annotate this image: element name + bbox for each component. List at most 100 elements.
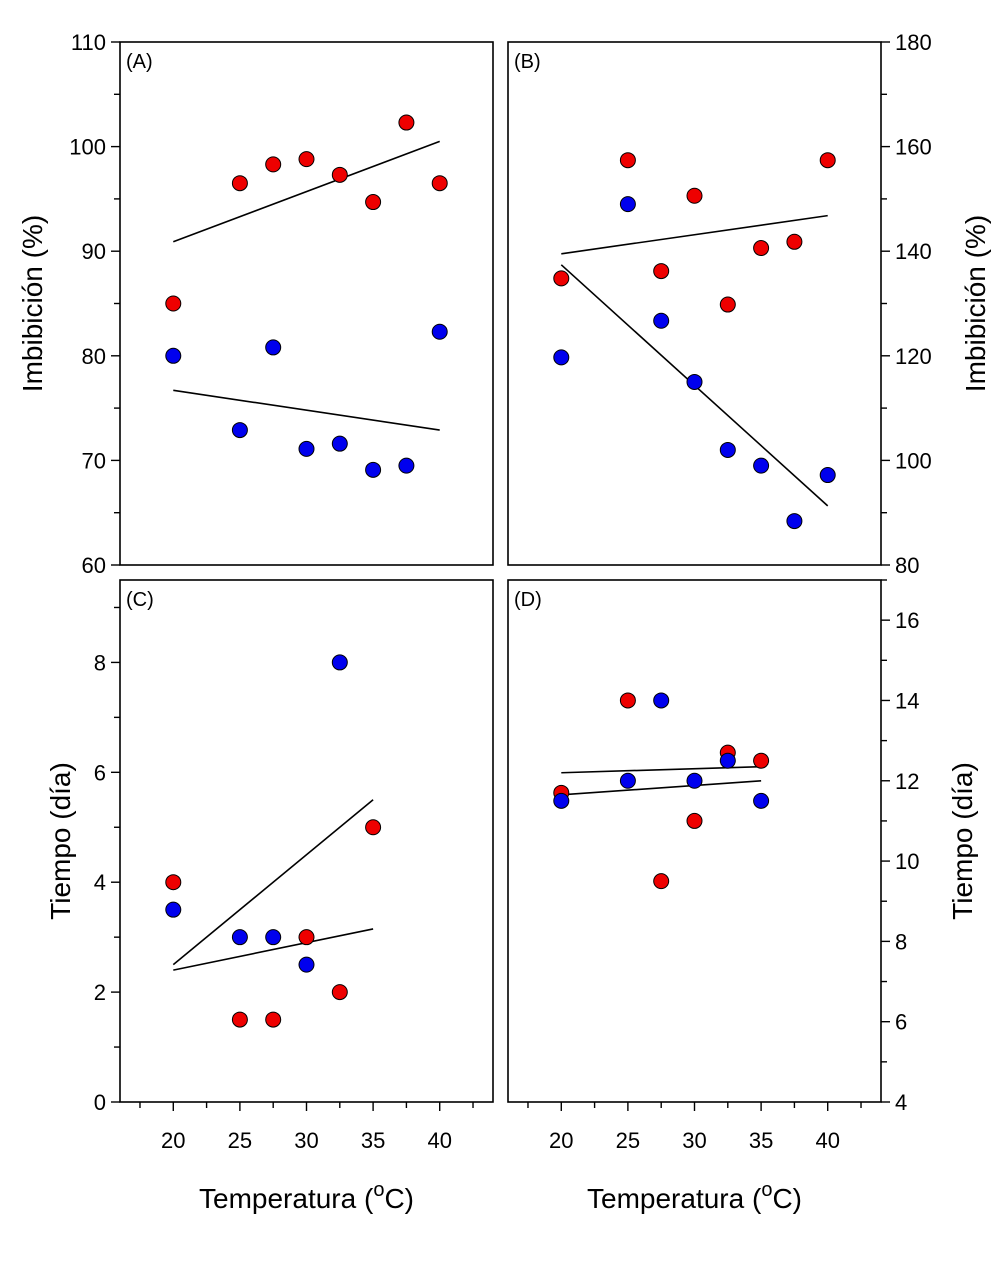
panel-c-ytick-label: 0 [94,1090,106,1115]
panel-c-ytick-label: 8 [94,650,106,675]
panel-c-blue-point [265,929,282,946]
panel-b: (B) 80 100 120 140 160 180 Imbibición (%) [507,30,991,578]
panel-b-blue-point [786,513,803,530]
xlabel-unit: C) [772,1183,802,1214]
panel-d-ytick-label: 14 [895,688,919,713]
panel-a-blue-point [398,457,415,474]
panel-d-ytick-label: 6 [895,1010,907,1035]
panel-a-ylabel: Imbibición (%) [17,215,48,392]
panel-b-red-point [719,296,736,313]
panel-c-ytick-label: 4 [94,870,106,895]
panel-b-red-point [786,233,803,250]
panel-a-red-point [265,156,282,173]
panel-b-red-point [619,152,636,169]
panel-a-blue-point [298,440,315,457]
panel-c-label: (C) [126,589,154,611]
panel-d-blue-point [619,772,636,789]
panel-a-blue-point [431,323,448,340]
panel-c-xtick-label: 40 [427,1128,451,1153]
panel-a-red-point [298,151,315,168]
panel-b-ytick-label: 160 [895,135,932,160]
panel-d-ytick-label: 12 [895,769,919,794]
panel-b-red-fit-line [561,214,828,255]
panel-a-red-point [398,114,415,131]
panel-a-red-point [431,175,448,192]
panel-c-ytick-label: 2 [94,980,106,1005]
panel-d: (D) 4 6 8 10 12 14 16 20 25 30 35 40 Temperatura (oC)… [507,579,978,1214]
panel-d-xtick-label: 30 [682,1128,706,1153]
panel-d-xtick-label: 35 [749,1128,773,1153]
panel-b-red-point [553,270,570,287]
panel-c-blue-fit-line [173,928,374,971]
panel-d-red-point [619,692,636,709]
panel-d-blue-point [719,752,736,769]
panel-b-blue-point [719,441,736,458]
panel-b-blue-point [819,467,836,484]
panel-b-red-point [753,240,770,257]
panel-c-frame [119,579,494,1103]
panel-d-red-point [686,812,703,829]
panel-a-red-point [231,175,248,192]
panel-d-ylabel: Tiempo (día) [947,762,978,920]
panel-a-blue-point [165,347,182,364]
panel-d-blue-fit-line [561,779,762,796]
panel-c-blue-point [298,956,315,973]
panel-d-blue-point [686,772,703,789]
panel-c-blue-point [231,929,248,946]
panel-d-red-point [653,873,670,890]
panel-d-xtick-label: 20 [549,1128,573,1153]
panel-a-ytick-label: 90 [82,239,106,264]
xlabel-text: Temperatura ( [587,1183,762,1214]
panel-b-ytick-label: 180 [895,30,932,55]
panel-c-red-point [298,929,315,946]
panel-c-red-point [165,874,182,891]
panel-c-red-point [231,1011,248,1028]
panel-a-red-fit-line [173,140,440,243]
panel-b-frame [507,41,882,566]
panel-a-red-point [165,295,182,312]
panel-b-ytick-label: 100 [895,448,932,473]
panel-a-blue-point [265,339,282,356]
panel-c-xlabel: Temperatura (oC) [199,1179,414,1214]
panel-a-red-point [365,194,382,211]
panel-c-xtick-label: 25 [228,1128,252,1153]
panel-a-ytick-label: 80 [82,344,106,369]
panel-b-red-point [819,152,836,169]
panel-c-xtick-label: 35 [361,1128,385,1153]
panel-b-blue-point [553,349,570,366]
panel-c-xtick-label: 20 [161,1128,185,1153]
panel-b-ytick-label: 120 [895,344,932,369]
panel-a-ytick-label: 70 [82,448,106,473]
panel-d-ytick-label: 10 [895,849,919,874]
panel-a-ytick-label: 100 [69,135,106,160]
panel-a-blue-fit-line [173,389,440,431]
panel-d-frame [507,579,882,1103]
panel-d-blue-point [653,692,670,709]
panel-c-ytick-label: 6 [94,760,106,785]
panel-d-blue-point [753,792,770,809]
panel-a-blue-point [331,435,348,452]
panel-a-label: (A) [126,51,153,73]
panel-b-blue-point [686,373,703,390]
panel-b-blue-point [653,312,670,329]
panel-c-blue-point [165,901,182,918]
xlabel-superscript: o [761,1179,772,1201]
panel-a: (A) 60 70 80 90 100 110 Imbibición (%) [17,30,494,578]
panel-b-red-point [653,263,670,280]
panel-b-ylabel: Imbibición (%) [960,215,991,392]
panel-d-blue-point [553,792,570,809]
panel-b-blue-point [753,457,770,474]
panel-d-label: (D) [514,589,542,611]
xlabel-text: Temperatura ( [199,1183,374,1214]
panel-b-label: (B) [514,51,541,73]
panel-d-ytick-label: 8 [895,929,907,954]
panel-c-ylabel: Tiempo (día) [45,762,76,920]
panel-c-xtick-label: 30 [294,1128,318,1153]
panel-d-red-point [753,752,770,769]
panel-d-ytick-label: 16 [895,608,919,633]
panel-c-red-point [331,984,348,1001]
panel-a-blue-point [365,461,382,478]
panel-c: (C) 0 2 4 6 8 20 25 30 35 40 Temperatura (oC) Tiempo… [45,579,494,1214]
panel-a-ytick-label: 110 [71,30,106,55]
panel-b-blue-point [619,196,636,213]
